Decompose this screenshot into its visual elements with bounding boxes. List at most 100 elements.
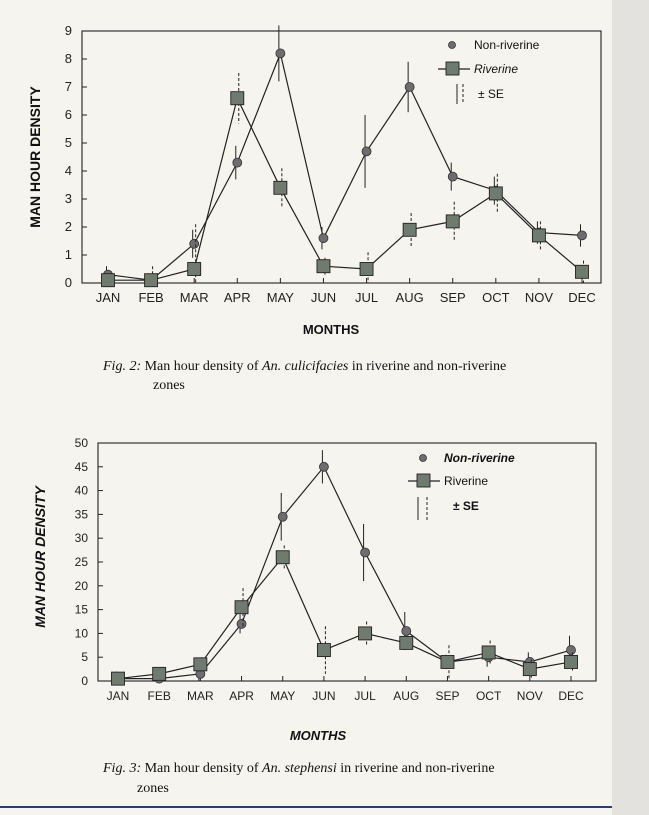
point-non-riverine: [404, 82, 415, 92]
x-tick-label: AUG: [393, 689, 419, 703]
x-tick-label: DEC: [558, 689, 584, 703]
x-tick-label: MAY: [267, 290, 295, 305]
figure-caption: Fig. 3: Man hour density of An. stephens…: [102, 761, 495, 776]
x-tick-label: JUN: [312, 689, 335, 703]
x-tick-label: AUG: [396, 290, 424, 305]
chart-marks: [111, 450, 578, 686]
point-riverine: [445, 214, 460, 229]
caption-species: An. stephensi: [261, 761, 337, 776]
y-tick-label: 30: [75, 531, 89, 545]
bottom-rule: [0, 806, 612, 808]
caption-prefix: Fig. 3:: [102, 761, 141, 776]
caption-prefix: Fig. 2:: [102, 359, 141, 374]
legend: Non-riverine Riverine ± SE: [408, 451, 515, 520]
y-tick-label: 9: [65, 23, 72, 38]
caption-text-b: in riverine and non-riverine: [337, 761, 495, 776]
figure-caption: Fig. 2: Man hour density of An. culicifa…: [102, 359, 506, 374]
point-riverine: [488, 186, 503, 201]
y-tick-label: 1: [65, 247, 72, 262]
point-riverine: [402, 222, 417, 237]
point-non-riverine: [360, 547, 370, 558]
y-tick-label: 40: [75, 484, 89, 498]
point-riverine: [531, 228, 546, 243]
x-tick-label: SEP: [440, 290, 466, 305]
x-axis-ticks: JAN FEB MAR APR MAY JUN JUL AUG SEP OCT NOV DEC: [107, 676, 584, 703]
x-tick-label: SEP: [435, 689, 459, 703]
page-background: [0, 0, 612, 815]
x-tick-label: NOV: [517, 689, 543, 703]
x-tick-label: OCT: [476, 689, 502, 703]
legend-item-non-riverine: Non-riverine: [444, 451, 515, 465]
y-tick-label: 25: [75, 555, 89, 569]
caption-line2: zones: [153, 378, 185, 393]
x-tick-label: OCT: [482, 290, 510, 305]
point-riverine: [230, 91, 245, 106]
point-riverine: [144, 273, 159, 288]
x-tick-label: FEB: [148, 689, 171, 703]
caption-line2: zones: [137, 781, 169, 796]
point-non-riverine: [277, 511, 288, 522]
point-riverine: [358, 626, 373, 641]
y-tick-label: 35: [75, 507, 89, 521]
y-tick-label: 10: [75, 626, 89, 640]
chart-marks: [101, 25, 589, 288]
x-tick-label: MAY: [270, 689, 295, 703]
x-tick-label: APR: [229, 689, 254, 703]
point-riverine: [522, 662, 537, 677]
x-axis-ticks: JAN FEB MAR APR MAY JUN JUL AUG SEP OCT NOV DEC: [96, 278, 596, 305]
y-tick-label: 0: [65, 275, 72, 290]
x-tick-label: APR: [224, 290, 251, 305]
caption-text-a: Man hour density of: [141, 761, 262, 776]
page-margin-strip: [612, 0, 649, 815]
point-non-riverine: [401, 626, 412, 636]
point-non-riverine: [577, 230, 587, 241]
legend-item-riverine: Riverine: [444, 474, 488, 488]
y-tick-label: 6: [65, 107, 72, 122]
legend: Non-riverine Riverine ± SE: [438, 38, 540, 104]
y-tick-label: 20: [75, 579, 89, 593]
legend-se-label: ± SE: [478, 87, 504, 101]
y-tick-label: 7: [65, 79, 72, 94]
y-tick-label: 15: [75, 603, 89, 617]
point-riverine: [564, 655, 578, 669]
series-line-riverine: [117, 556, 572, 680]
y-tick-label: 2: [65, 219, 72, 234]
point-riverine: [234, 600, 249, 615]
legend-item-riverine: Riverine: [474, 62, 518, 76]
x-tick-label: JUL: [355, 290, 378, 305]
x-axis-label: MONTHS: [303, 322, 360, 337]
point-non-riverine: [275, 48, 286, 59]
chart-fig2: 0 1 2 3 4 5 6 7 8 9 JAN FEB MAR APR MAY JUN JUL AUG SEP OC…: [27, 23, 602, 393]
series-line-non-riverine: [118, 465, 572, 680]
point-riverine: [275, 550, 290, 565]
x-tick-label: JUL: [354, 689, 376, 703]
x-tick-label: MAR: [187, 689, 214, 703]
y-tick-label: 3: [65, 191, 72, 206]
point-riverine: [193, 657, 208, 672]
y-tick-label: 8: [65, 51, 72, 66]
point-riverine: [316, 259, 331, 274]
legend-circle-marker: [419, 454, 427, 462]
legend-square-marker: [445, 61, 460, 76]
point-riverine: [316, 643, 331, 658]
x-tick-label: JUN: [311, 290, 336, 305]
legend-item-non-riverine: Non-riverine: [474, 38, 540, 52]
point-non-riverine: [319, 461, 329, 472]
y-axis-ticks: 0 5 10 15 20 25 30 35 40 45 50: [75, 436, 103, 688]
series-line-riverine: [108, 96, 583, 281]
x-tick-label: NOV: [525, 290, 554, 305]
point-non-riverine: [236, 618, 247, 629]
point-riverine: [399, 635, 414, 650]
x-axis-label: MONTHS: [290, 728, 347, 743]
legend-circle-marker: [448, 41, 456, 49]
plot-frame: [81, 30, 602, 284]
point-non-riverine: [447, 171, 458, 182]
point-non-riverine: [361, 146, 372, 157]
legend-square-marker: [416, 473, 431, 488]
point-riverine: [359, 262, 374, 276]
caption-species: An. culicifacies: [261, 359, 349, 374]
point-riverine: [152, 666, 167, 681]
y-axis-label: MAN HOUR DENSITY: [32, 485, 48, 628]
caption-text-a: Man hour density of: [141, 359, 262, 374]
